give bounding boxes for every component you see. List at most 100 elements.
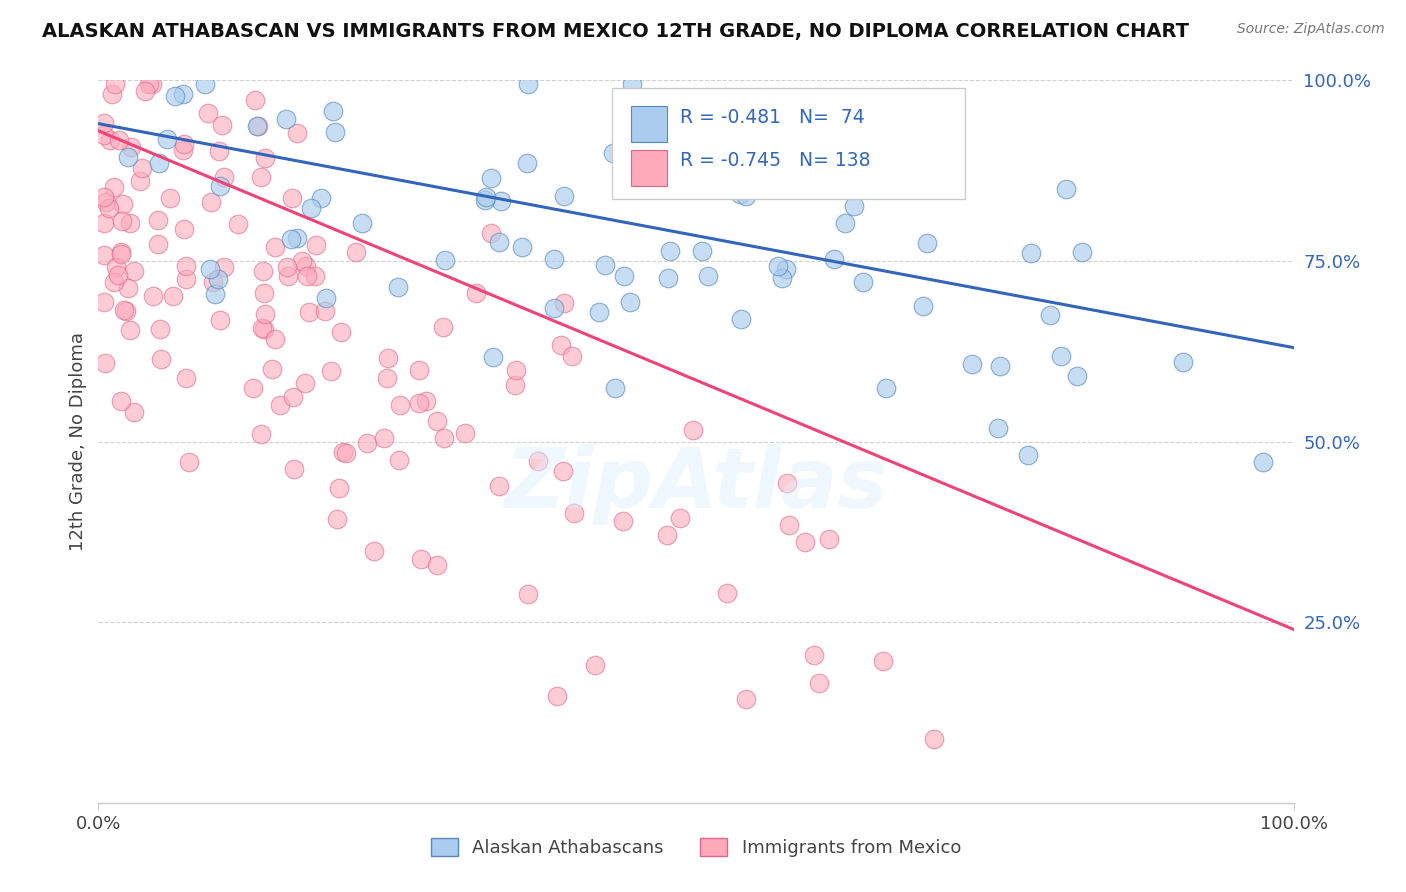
Text: ZipAtlas: ZipAtlas xyxy=(505,444,887,525)
Point xyxy=(583,658,606,673)
Point xyxy=(377,351,399,365)
Point xyxy=(356,436,378,450)
Point xyxy=(512,240,534,254)
Point xyxy=(503,378,526,392)
Point xyxy=(479,171,502,186)
Point xyxy=(93,128,115,143)
Point xyxy=(325,125,347,139)
Point xyxy=(619,295,641,310)
Point xyxy=(298,305,321,319)
Point xyxy=(1171,355,1194,369)
Point xyxy=(1019,246,1042,260)
Point xyxy=(315,291,337,305)
Point xyxy=(194,77,217,91)
Point xyxy=(304,268,326,283)
Point xyxy=(1017,448,1039,462)
Point xyxy=(620,77,643,91)
Point xyxy=(93,216,115,230)
Point xyxy=(142,289,165,303)
Point xyxy=(844,199,866,213)
Point xyxy=(112,302,135,317)
Point xyxy=(111,197,134,211)
Point xyxy=(173,143,195,157)
Point xyxy=(174,260,197,274)
Point xyxy=(245,93,267,107)
Point xyxy=(593,258,616,272)
Point xyxy=(253,285,276,300)
Point xyxy=(322,103,344,118)
Point xyxy=(253,151,276,165)
Point xyxy=(173,136,195,151)
Point xyxy=(103,276,125,290)
Point xyxy=(363,543,385,558)
Point xyxy=(375,371,398,385)
Point xyxy=(207,272,229,286)
Point xyxy=(305,238,328,252)
Point xyxy=(562,506,585,520)
Point xyxy=(260,362,283,376)
Point xyxy=(778,517,800,532)
Point xyxy=(96,195,118,210)
Point xyxy=(198,262,221,277)
Point xyxy=(808,675,831,690)
Text: R = -0.481   N=  74: R = -0.481 N= 74 xyxy=(681,108,865,127)
Point xyxy=(201,275,224,289)
Point xyxy=(246,119,269,133)
Point xyxy=(988,359,1011,373)
Point xyxy=(111,213,134,227)
Point xyxy=(122,405,145,419)
Point xyxy=(432,320,454,334)
Point xyxy=(314,303,336,318)
Point xyxy=(872,654,894,668)
Point xyxy=(249,169,271,184)
Point xyxy=(156,132,179,146)
Point xyxy=(776,476,799,491)
Point xyxy=(149,351,172,366)
Point xyxy=(283,462,305,476)
Point xyxy=(866,169,889,183)
Point xyxy=(176,272,198,286)
FancyBboxPatch shape xyxy=(631,106,668,143)
Point xyxy=(174,370,197,384)
Point xyxy=(138,77,160,91)
Point xyxy=(110,247,132,261)
Text: ALASKAN ATHABASCAN VS IMMIGRANTS FROM MEXICO 12TH GRADE, NO DIPLOMA CORRELATION : ALASKAN ATHABASCAN VS IMMIGRANTS FROM ME… xyxy=(42,22,1189,41)
Point xyxy=(543,301,565,315)
Point xyxy=(105,260,128,274)
Point xyxy=(280,232,302,246)
Point xyxy=(146,213,169,227)
Point xyxy=(328,481,350,495)
Point xyxy=(173,222,195,236)
Point xyxy=(281,390,304,404)
Point xyxy=(110,244,132,259)
Point xyxy=(775,262,797,277)
Point xyxy=(352,216,374,230)
Point xyxy=(204,287,226,301)
Point xyxy=(669,511,692,525)
Point xyxy=(290,254,312,268)
Point xyxy=(94,356,117,370)
Point xyxy=(242,381,264,395)
Point xyxy=(246,119,269,133)
Point xyxy=(770,271,793,285)
Point xyxy=(408,396,430,410)
Point xyxy=(650,121,672,136)
Point xyxy=(817,532,839,546)
Point xyxy=(550,338,572,352)
FancyBboxPatch shape xyxy=(613,87,965,200)
FancyBboxPatch shape xyxy=(631,150,668,186)
Point xyxy=(373,431,395,445)
Point xyxy=(294,259,316,273)
Point xyxy=(277,269,299,284)
Point xyxy=(387,279,409,293)
Point xyxy=(115,304,138,318)
Point xyxy=(93,116,115,130)
Point xyxy=(110,394,132,409)
Point xyxy=(98,133,121,147)
Point xyxy=(107,268,129,282)
Point xyxy=(1071,244,1094,259)
Point xyxy=(120,323,142,337)
Point xyxy=(527,454,550,468)
Point xyxy=(208,144,231,158)
Point xyxy=(1054,182,1077,196)
